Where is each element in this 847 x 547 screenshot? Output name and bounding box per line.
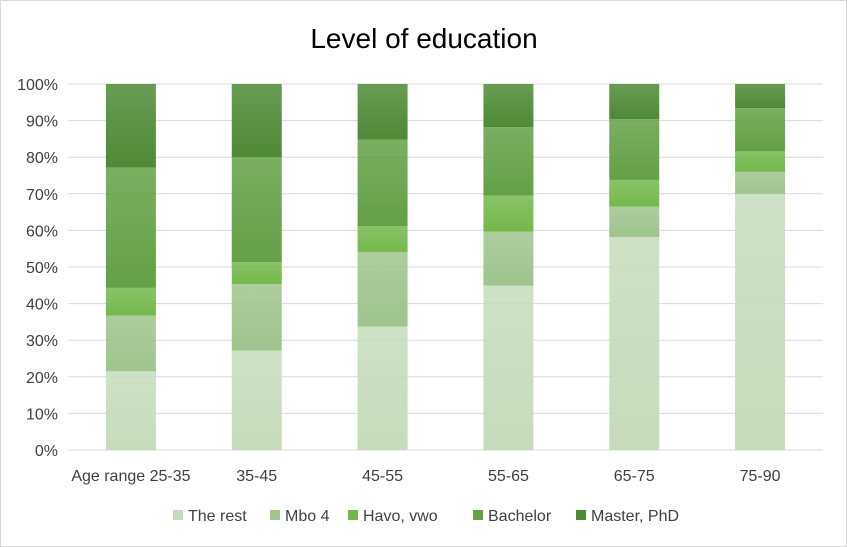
y-tick-label: 10% [26, 406, 58, 423]
x-tick-label: 35-45 [236, 468, 277, 485]
bar-segment [735, 84, 786, 109]
y-tick-label: 80% [26, 150, 58, 167]
x-tick-label: 55-65 [488, 468, 529, 485]
y-axis-ticks: 0% 10% 20% 30% 40% 50% 60% 70% 80% 90% 100% [17, 77, 58, 460]
bar-segment [483, 195, 534, 232]
bar-segment [105, 315, 156, 372]
y-tick-label: 40% [26, 297, 58, 314]
legend-label: Bachelor [488, 508, 552, 525]
y-tick-label: 90% [26, 114, 58, 131]
bar-segment [483, 84, 534, 128]
bar-segment [735, 171, 786, 194]
bar-segment [357, 84, 408, 140]
gridlines [68, 83, 823, 451]
legend-label: The rest [188, 508, 247, 525]
bar-segment [231, 350, 282, 450]
bar-segment [231, 262, 282, 285]
bar-segment [735, 151, 786, 172]
legend-swatch [173, 510, 183, 520]
bar-segment [609, 179, 660, 207]
bar-segment [483, 231, 534, 286]
x-tick-label: 45-55 [362, 468, 403, 485]
y-tick-label: 70% [26, 187, 58, 204]
legend-swatch [576, 510, 586, 520]
legend-label: Havo, vwo [363, 508, 438, 525]
bar-segment [231, 84, 282, 158]
bar-segment [357, 226, 408, 252]
bar-segment [609, 119, 660, 180]
legend-swatch [270, 510, 280, 520]
legend: The rest Mbo 4 Havo, vwo Bachelor Master, Ph… [173, 508, 679, 525]
bar-segment [483, 285, 534, 450]
bars [105, 84, 786, 451]
legend-label: Master, PhD [591, 508, 679, 525]
legend-swatch [348, 510, 358, 520]
bar-segment [609, 206, 660, 237]
bar-segment [609, 84, 660, 120]
y-tick-label: 100% [17, 77, 58, 94]
y-tick-label: 60% [26, 223, 58, 240]
bar-segment [609, 236, 660, 450]
bar-segment [483, 127, 534, 196]
bar-segment [105, 287, 156, 316]
bar-segment [105, 371, 156, 450]
bar-segment [231, 157, 282, 263]
y-tick-label: 0% [35, 443, 58, 460]
bar-segment [105, 84, 156, 168]
legend-swatch [473, 510, 483, 520]
bar-segment [357, 139, 408, 227]
legend-label: Mbo 4 [285, 508, 330, 525]
y-tick-label: 50% [26, 260, 58, 277]
x-axis-ticks: Age range 25-35 35-45 45-55 55-65 65-75 75-90 [71, 468, 780, 485]
bar-segment [357, 251, 408, 327]
y-tick-label: 30% [26, 333, 58, 350]
bar-segment [735, 193, 786, 451]
bar-segment [105, 167, 156, 288]
x-tick-label: 75-90 [740, 468, 781, 485]
x-tick-label: 65-75 [614, 468, 655, 485]
bar-segment [735, 108, 786, 152]
x-tick-label: Age range 25-35 [71, 468, 190, 485]
y-tick-label: 20% [26, 370, 58, 387]
bar-segment [357, 326, 408, 450]
chart-title: Level of education [310, 23, 537, 54]
bar-segment [231, 284, 282, 351]
